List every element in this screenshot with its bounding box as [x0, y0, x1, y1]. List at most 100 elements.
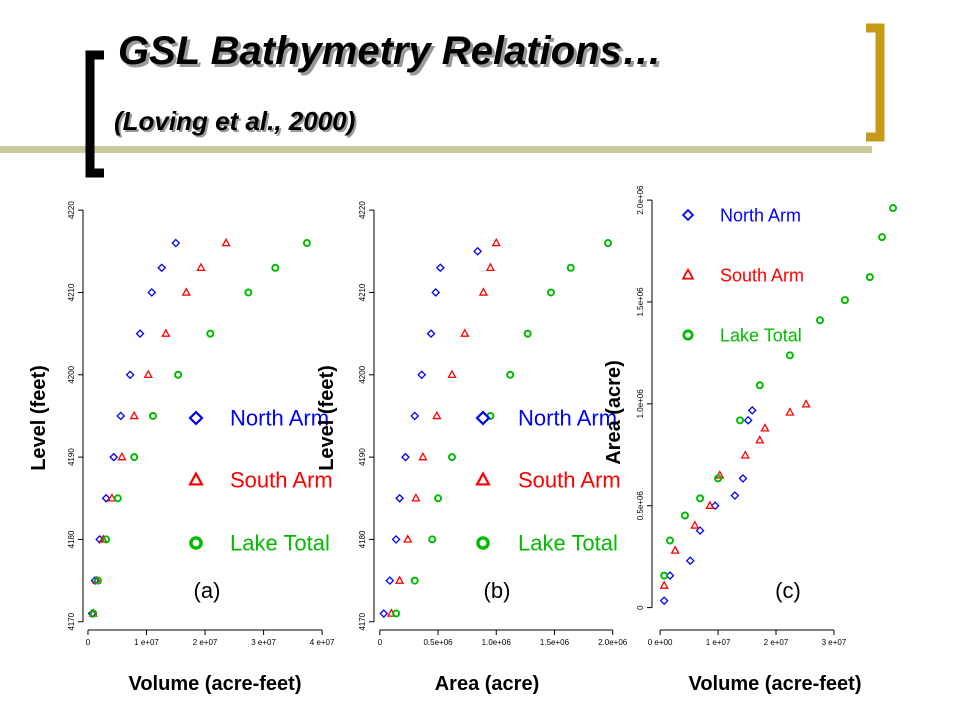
point — [102, 535, 111, 544]
point — [695, 526, 705, 535]
point — [690, 520, 700, 529]
legend-label: North Arm — [230, 406, 329, 431]
x-tick-label: 1.5e+06 — [540, 638, 570, 647]
point — [801, 399, 811, 408]
point — [755, 435, 765, 444]
point — [865, 273, 874, 282]
y-tick-label: 1.5e+06 — [636, 287, 645, 317]
x-tick-label: 2 e+07 — [193, 638, 218, 647]
point — [143, 369, 153, 379]
plot-area — [379, 237, 613, 618]
x-tick-label: 2.0e+06 — [598, 638, 628, 647]
point — [760, 423, 770, 432]
point — [747, 405, 757, 415]
x-axis-label: Area (acre) — [435, 673, 540, 695]
subtitle-shadow: (Loving et al., 2000) — [116, 108, 357, 138]
point — [659, 596, 669, 606]
point — [196, 262, 206, 271]
y-tick-label: 2.0e+06 — [636, 185, 645, 215]
point — [685, 556, 695, 566]
point — [428, 535, 437, 544]
point — [659, 580, 669, 589]
legend-label: Lake Total — [230, 531, 330, 556]
title-rule — [0, 146, 872, 153]
point — [473, 246, 483, 256]
y-tick-label: 4210 — [67, 283, 76, 301]
point — [506, 370, 515, 379]
legend-label: North Arm — [518, 406, 617, 431]
panel-label: (b) — [484, 578, 511, 603]
point — [566, 263, 575, 272]
legend-symbol — [682, 329, 694, 341]
y-tick-label: 4220 — [358, 201, 367, 219]
chart: 4170 4180 4190 4200 4210 4220 0 0.5e+06 1.0e+06 1… — [316, 201, 628, 695]
y-tick-label: 4190 — [358, 448, 367, 466]
point — [840, 296, 849, 305]
legend-symbol — [476, 536, 490, 550]
point — [478, 287, 489, 296]
point — [660, 571, 669, 580]
x-tick-label: 0 — [378, 638, 383, 647]
point — [878, 233, 887, 242]
y-tick-label: 4220 — [67, 201, 76, 219]
point — [385, 576, 395, 586]
x-tick-label: 0 e+00 — [648, 638, 673, 647]
point — [434, 494, 443, 503]
point — [181, 287, 191, 296]
subtitle: (Loving et al., 2000) — [114, 106, 355, 136]
plot-area — [87, 237, 311, 618]
legend-symbol — [188, 410, 204, 426]
chart: 0 0.5e+06 1.0e+06 1.5e+06 2.0e+06 0 e+00 1 e+0… — [603, 185, 898, 695]
point — [730, 491, 740, 500]
point — [410, 576, 419, 585]
point — [460, 328, 470, 337]
point — [109, 452, 119, 462]
y-axis-label: Level (feet) — [316, 365, 338, 471]
point — [432, 410, 442, 420]
point — [417, 370, 427, 380]
point — [107, 493, 117, 502]
point — [889, 204, 898, 213]
x-tick-label: 3 e+07 — [822, 638, 847, 647]
title-shadow: GSL Bathymetry Relations… — [121, 32, 665, 76]
panel-label: (c) — [775, 578, 801, 603]
x-tick-label: 1.0e+06 — [482, 638, 512, 647]
point — [221, 237, 231, 247]
x-tick-label: 4 e+07 — [310, 638, 335, 647]
x-tick-label: 0.5e+06 — [423, 638, 453, 647]
chart: 4170 4180 4190 4200 4210 4220 0 1 e+07 2 e+07 3 e… — [28, 201, 335, 695]
point — [113, 494, 122, 503]
legend-symbol — [188, 471, 204, 486]
point — [604, 239, 613, 248]
point — [738, 473, 748, 483]
point — [785, 351, 794, 360]
legend-symbol — [475, 471, 491, 486]
point — [147, 288, 157, 297]
point — [117, 451, 127, 461]
x-tick-label: 1 e+07 — [134, 638, 159, 647]
y-tick-label: 4170 — [358, 612, 367, 630]
legend-label: South Arm — [518, 468, 621, 493]
point — [395, 493, 405, 503]
point — [431, 288, 441, 297]
plot-area — [659, 204, 898, 606]
y-tick-label: 1.0e+06 — [636, 389, 645, 419]
y-tick-label: 4200 — [67, 365, 76, 383]
point — [681, 511, 690, 520]
point — [435, 263, 445, 273]
y-tick-label: 4210 — [358, 283, 367, 301]
legend-label: North Arm — [720, 205, 801, 225]
x-axis-label: Volume (acre-feet) — [688, 673, 861, 695]
legend-label: South Arm — [230, 468, 333, 493]
y-tick-label: 4180 — [67, 530, 76, 548]
point — [740, 450, 750, 459]
legend-symbol — [681, 208, 695, 222]
point — [403, 534, 413, 543]
point — [244, 288, 253, 297]
point — [271, 263, 280, 272]
point — [485, 262, 496, 271]
point — [101, 493, 111, 503]
point — [129, 410, 139, 420]
